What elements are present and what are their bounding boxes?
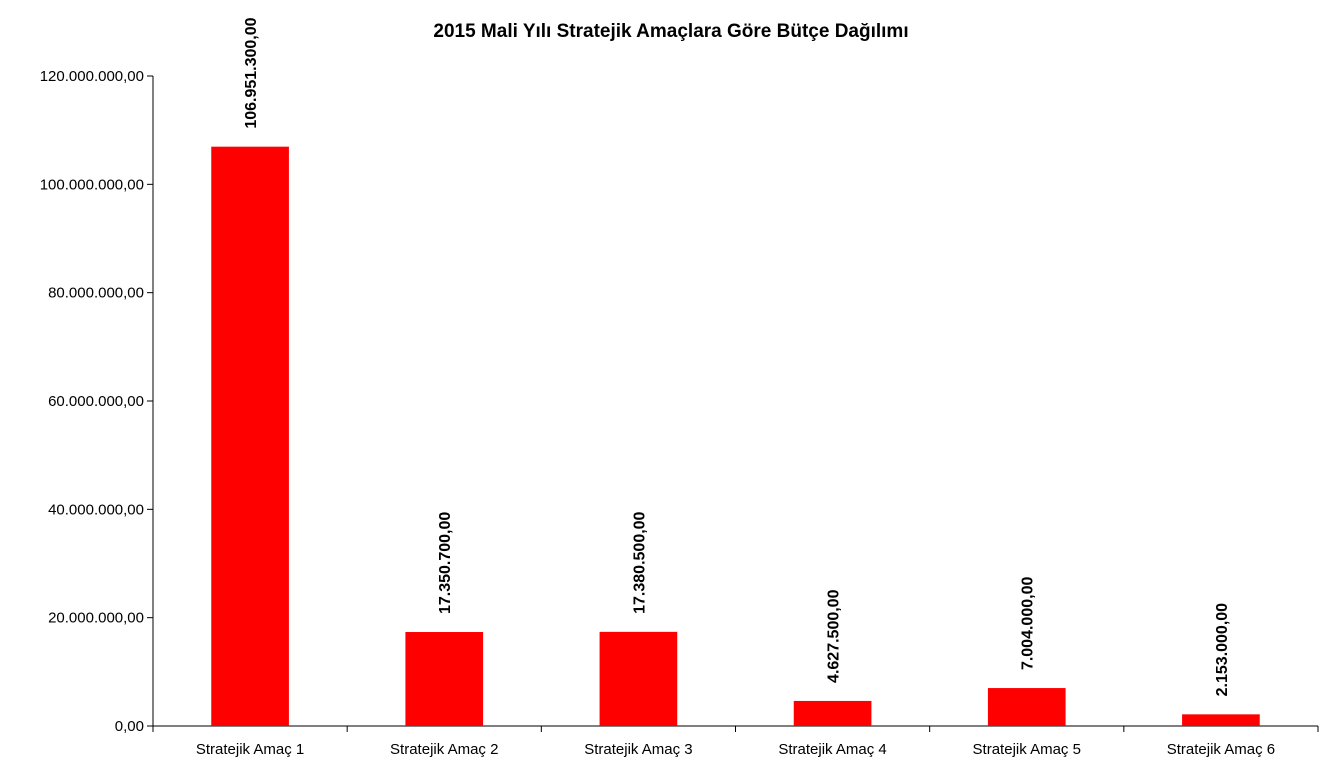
data-label: 17.380.500,00 (631, 511, 648, 613)
x-tick-label: Stratejik Amaç 1 (196, 741, 304, 758)
x-tick-label: Stratejik Amaç 2 (390, 741, 498, 758)
x-tick-label: Stratejik Amaç 4 (778, 741, 886, 758)
bar (599, 631, 678, 726)
data-labels: 106.951.300,00 17.350.700,00 17.380.500,00… (243, 17, 1231, 696)
data-label: 17.350.700,00 (437, 512, 454, 614)
data-label: 106.951.300,00 (243, 17, 260, 128)
y-tick-label: 120.000.000,00 (40, 68, 144, 85)
y-tick-label: 40.000.000,00 (48, 501, 144, 518)
bars (211, 146, 1260, 726)
bar (1182, 714, 1260, 726)
y-tick-label: 20.000.000,00 (48, 610, 144, 627)
y-tick-label: 100.000.000,00 (40, 176, 144, 193)
bar (793, 700, 872, 726)
y-tick-label: 0,00 (115, 718, 144, 735)
x-axis: Stratejik Amaç 1 Stratejik Amaç 2 Strateji… (152, 725, 1319, 758)
y-axis: 0,00 20.000.000,00 40.000.000,00 60.000.000… (40, 68, 154, 735)
bar (211, 146, 289, 726)
x-tick-label: Stratejik Amaç 3 (584, 741, 692, 758)
data-label: 7.004.000,00 (1020, 577, 1037, 671)
data-label: 4.627.500,00 (826, 589, 843, 683)
bar (405, 632, 484, 726)
data-label: 2.153.000,00 (1214, 603, 1231, 697)
chart-title: 2015 Mali Yılı Stratejik Amaçlara Göre B… (433, 21, 908, 42)
y-tick-label: 80.000.000,00 (48, 285, 144, 302)
y-tick-label: 60.000.000,00 (48, 393, 144, 410)
x-tick-label: Stratejik Amaç 5 (973, 741, 1081, 758)
bar (987, 688, 1066, 726)
x-tick-label: Stratejik Amaç 6 (1167, 741, 1275, 758)
